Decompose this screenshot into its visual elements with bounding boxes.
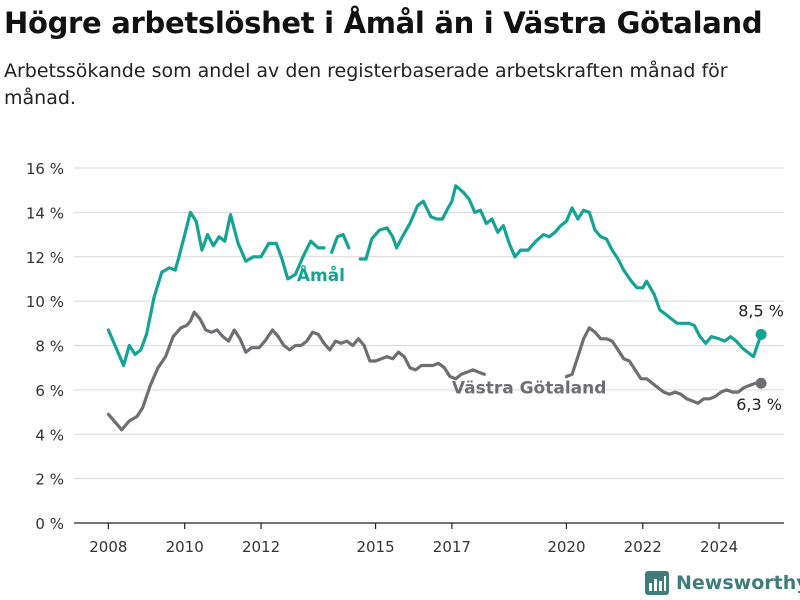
brand-name: Newsworthy (676, 572, 800, 594)
y-tick-label: 2 % (35, 471, 64, 489)
y-tick-label: 6 % (35, 382, 64, 400)
x-tick-label: 2017 (433, 538, 471, 556)
y-tick-label: 8 % (35, 338, 64, 356)
newsworthy-logo-icon (645, 571, 669, 595)
x-tick-label: 2008 (89, 538, 127, 556)
chart-subtitle: Arbetssökande som andel av den registerb… (4, 60, 728, 109)
series-line-amal (106, 184, 763, 368)
chart-title: Högre arbetslöshet i Åmål än i Västra Gö… (4, 6, 763, 40)
x-axis: 2008 2010 2012 2015 2017 2020 2022 2024 (74, 522, 784, 556)
y-tick-label: 10 % (26, 293, 64, 311)
x-tick-label: 2010 (166, 538, 204, 556)
y-axis-tick-labels: 0 % 2 % 4 % 6 % 8 % 10 % 12 % 14 % 16 % (26, 160, 64, 533)
x-tick-label: 2024 (700, 538, 738, 556)
series-label-vg: Västra Götaland (452, 379, 607, 399)
y-tick-label: 14 % (26, 204, 64, 222)
chart-annotations: 8,5 % 6,3 % Åmål Västra Götaland (297, 263, 784, 414)
y-tick-label: 16 % (26, 160, 64, 178)
x-tick-label: 2012 (242, 538, 280, 556)
end-point-amal (755, 328, 767, 340)
x-tick-label: 2022 (624, 538, 662, 556)
series-lines (106, 184, 767, 432)
end-label-vg: 6,3 % (736, 395, 782, 414)
x-tick-label: 2015 (356, 538, 394, 556)
y-tick-label: 0 % (35, 515, 64, 533)
end-point-vg (755, 377, 767, 389)
end-label-amal: 8,5 % (738, 301, 784, 320)
newsworthy-logo: Newsworthy (644, 568, 800, 598)
x-tick-label: 2020 (547, 538, 585, 556)
series-label-amal: Åmål (297, 263, 345, 286)
y-tick-label: 12 % (26, 249, 64, 267)
y-tick-label: 4 % (35, 426, 64, 444)
series-line-vg (106, 310, 763, 432)
